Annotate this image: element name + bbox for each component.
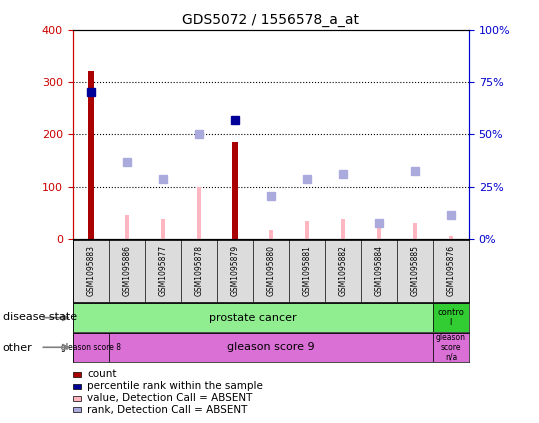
Bar: [232, 142, 238, 239]
Bar: [449, 236, 453, 239]
Text: rank, Detection Call = ABSENT: rank, Detection Call = ABSENT: [87, 405, 248, 415]
Bar: [197, 187, 201, 239]
Text: prostate cancer: prostate cancer: [209, 313, 296, 323]
Bar: [268, 230, 273, 239]
Bar: [73, 333, 109, 362]
Text: other: other: [3, 343, 32, 353]
Bar: [88, 71, 94, 239]
Text: GSM1095882: GSM1095882: [338, 245, 347, 296]
Text: gleason
score
n/a: gleason score n/a: [436, 333, 466, 362]
Bar: [413, 223, 417, 239]
Text: GSM1095886: GSM1095886: [122, 245, 132, 296]
Bar: [433, 333, 469, 362]
Text: GSM1095883: GSM1095883: [86, 245, 95, 296]
Bar: [341, 219, 345, 239]
Text: GSM1095878: GSM1095878: [195, 245, 203, 296]
Title: GDS5072 / 1556578_a_at: GDS5072 / 1556578_a_at: [182, 13, 360, 27]
Bar: [161, 219, 165, 239]
Text: gleason score 9: gleason score 9: [227, 342, 315, 352]
Text: percentile rank within the sample: percentile rank within the sample: [87, 381, 264, 391]
Bar: [109, 333, 433, 362]
Text: GSM1095885: GSM1095885: [410, 245, 419, 296]
Bar: [305, 221, 309, 239]
Text: disease state: disease state: [3, 312, 77, 322]
Text: value, Detection Call = ABSENT: value, Detection Call = ABSENT: [87, 393, 253, 403]
Text: GSM1095877: GSM1095877: [158, 245, 167, 296]
Text: contro
l: contro l: [438, 308, 465, 327]
Text: GSM1095879: GSM1095879: [230, 245, 239, 296]
Bar: [433, 303, 469, 332]
Text: GSM1095881: GSM1095881: [302, 245, 312, 296]
Text: count: count: [87, 369, 117, 379]
Text: GSM1095884: GSM1095884: [375, 245, 383, 296]
Text: GSM1095876: GSM1095876: [446, 245, 455, 296]
Bar: [125, 215, 129, 239]
Text: gleason score 8: gleason score 8: [61, 343, 121, 352]
Text: GSM1095880: GSM1095880: [266, 245, 275, 296]
Bar: [377, 223, 381, 239]
